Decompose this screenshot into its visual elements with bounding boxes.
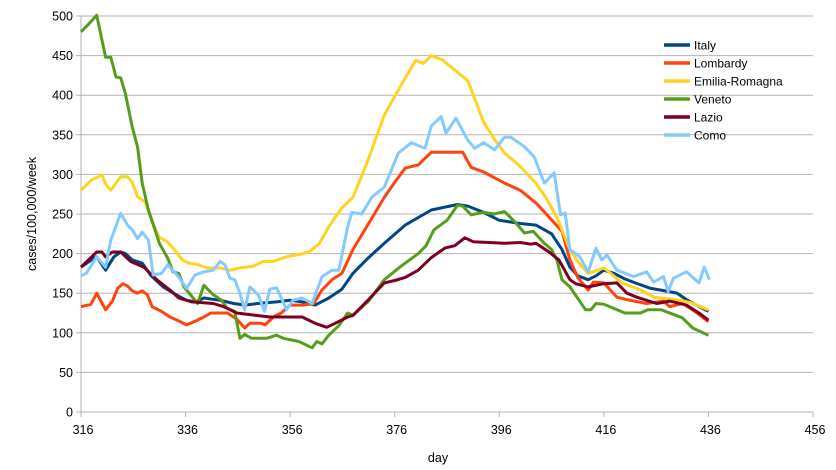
y-tick-label: 150: [52, 287, 73, 301]
y-tick-label: 500: [52, 10, 73, 24]
series-lines: [79, 13, 711, 350]
y-tick-label: 300: [52, 168, 73, 182]
y-tick-label: 400: [52, 89, 73, 103]
x-tick-label: 356: [282, 423, 303, 437]
y-axis-label: cases/100,000/week: [25, 156, 39, 271]
legend-label: Emilia-Romagna: [694, 75, 783, 89]
series-line-lazio: [79, 236, 710, 329]
legend-label: Como: [694, 129, 726, 143]
x-tick-label: 396: [491, 423, 512, 437]
x-tick-labels: 316 336 356 376 396 416 436 456: [73, 423, 826, 437]
series-line-lombardy: [80, 150, 710, 330]
legend-label: Veneto: [694, 93, 732, 107]
grid-lines: [76, 15, 813, 413]
series-line-veneto: [79, 13, 710, 350]
y-tick-label: 250: [52, 208, 73, 222]
legend-label: Italy: [694, 39, 716, 53]
y-tick-labels: 0 50 100 150 200 250 300 350 400 450 500: [52, 10, 73, 420]
x-axis-label: day: [428, 451, 449, 465]
y-tick-label: 100: [52, 326, 73, 340]
legend-label: Lazio: [694, 111, 723, 125]
y-tick-label: 350: [52, 128, 73, 142]
legend: Italy Lombardy Emilia-Romagna Veneto Lazio Co…: [664, 39, 783, 143]
x-tick-label: 456: [805, 423, 826, 437]
y-tick-label: 450: [52, 49, 73, 63]
x-tick-label: 316: [73, 423, 94, 437]
x-tick-label: 336: [177, 423, 198, 437]
y-tick-label: 200: [52, 247, 73, 261]
x-tick-label: 376: [386, 423, 407, 437]
series-line-como: [80, 115, 711, 313]
axes: [80, 16, 814, 417]
y-tick-label: 0: [66, 406, 73, 420]
x-tick-label: 436: [700, 423, 721, 437]
legend-label: Lombardy: [694, 57, 747, 71]
y-tick-label: 50: [59, 366, 73, 380]
x-tick-label: 416: [595, 423, 616, 437]
